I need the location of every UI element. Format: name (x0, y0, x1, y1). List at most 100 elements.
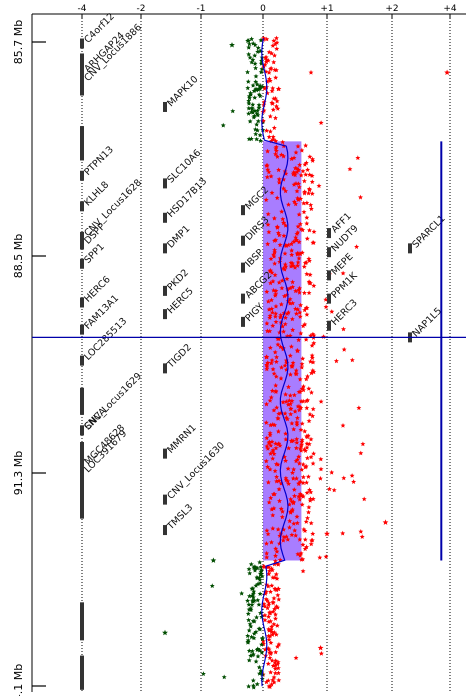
probe-point (256, 92, 262, 97)
probe-point (255, 118, 261, 124)
probe-point (308, 202, 314, 208)
probe-point (271, 215, 277, 221)
probe-point (300, 323, 306, 329)
probe-point (285, 536, 291, 542)
probe-point (276, 428, 281, 434)
probe-point (300, 474, 306, 480)
gene-bar (163, 101, 167, 112)
probe-point (278, 301, 284, 307)
probe-point (300, 398, 306, 404)
probe-point (246, 657, 252, 663)
probe-point (255, 653, 261, 659)
probe-point (269, 658, 275, 663)
probe-point (255, 646, 261, 652)
probe-point (271, 407, 277, 413)
probe-point (274, 103, 279, 109)
probe-point (267, 655, 273, 661)
probe-point (288, 260, 294, 265)
probe-point (257, 559, 263, 565)
probe-point (264, 354, 270, 360)
probe-point (287, 296, 293, 302)
probe-point (253, 583, 259, 588)
probe-point (250, 599, 256, 604)
probe-point (300, 461, 306, 467)
probe-point (280, 399, 286, 405)
probe-point (349, 473, 355, 478)
probe-point (268, 422, 274, 428)
probe-point (294, 311, 299, 316)
probe-point (257, 591, 263, 596)
probe-point (273, 311, 279, 316)
probe-point (297, 404, 303, 409)
x-tick-label: 0 (260, 4, 266, 14)
probe-point (266, 602, 272, 608)
probe-point (284, 276, 290, 281)
gene-bar (163, 363, 167, 374)
probe-point (277, 314, 283, 320)
gene-bar (241, 262, 245, 273)
probe-point (258, 37, 264, 43)
probe-point (289, 438, 295, 444)
probe-point (264, 128, 270, 133)
probe-point (272, 422, 278, 428)
gene-bar (80, 258, 84, 269)
probe-point (309, 353, 315, 358)
probe-point (340, 530, 346, 536)
probe-point (271, 621, 277, 627)
probe-point (309, 173, 315, 178)
probe-point (292, 170, 297, 176)
probe-point (273, 616, 278, 621)
x-tick-label: +4 (443, 4, 457, 14)
probe-point (251, 589, 257, 594)
probe-point (308, 454, 314, 460)
probe-point (259, 66, 265, 72)
probe-point (283, 475, 289, 481)
probe-point (292, 265, 298, 270)
probe-point (291, 169, 297, 175)
probe-point (276, 336, 282, 341)
probe-point (304, 441, 310, 446)
x-tick-label: -2 (137, 4, 146, 14)
probe-point (306, 441, 312, 447)
probe-point (268, 443, 274, 448)
probe-point (299, 250, 305, 255)
probe-point (291, 182, 297, 187)
probe-point (318, 651, 324, 656)
probe-point (247, 41, 252, 47)
probe-point (301, 209, 307, 215)
probe-point (253, 65, 258, 71)
probe-point (310, 531, 316, 536)
probe-point (246, 683, 252, 689)
probe-point (287, 393, 293, 398)
probe-point (264, 289, 270, 294)
probe-point (300, 227, 306, 233)
probe-point (270, 134, 276, 140)
probe-point (286, 481, 292, 486)
probe-point (255, 108, 260, 113)
probe-point (253, 73, 259, 79)
probe-point (264, 435, 270, 441)
gene-span (80, 442, 84, 519)
probe-point (254, 614, 259, 620)
probe-point (264, 366, 270, 372)
probe-point (288, 496, 294, 502)
probe-point (267, 313, 273, 318)
probe-point (262, 617, 268, 623)
probe-point (309, 390, 314, 395)
probe-point (245, 637, 251, 643)
probe-point (269, 624, 275, 629)
probe-point (294, 422, 300, 427)
probe-point (277, 541, 282, 546)
probe-point (279, 209, 285, 214)
probe-point (295, 143, 301, 149)
probe-point (263, 197, 269, 202)
probe-point (246, 100, 252, 106)
probe-point (270, 491, 276, 497)
probe-point (258, 567, 264, 573)
gene-label: SPP1 (82, 241, 106, 265)
probe-point (245, 85, 251, 91)
probe-point (308, 69, 314, 75)
probe-point (274, 478, 280, 484)
probe-point (323, 304, 329, 309)
probe-point (308, 280, 313, 286)
